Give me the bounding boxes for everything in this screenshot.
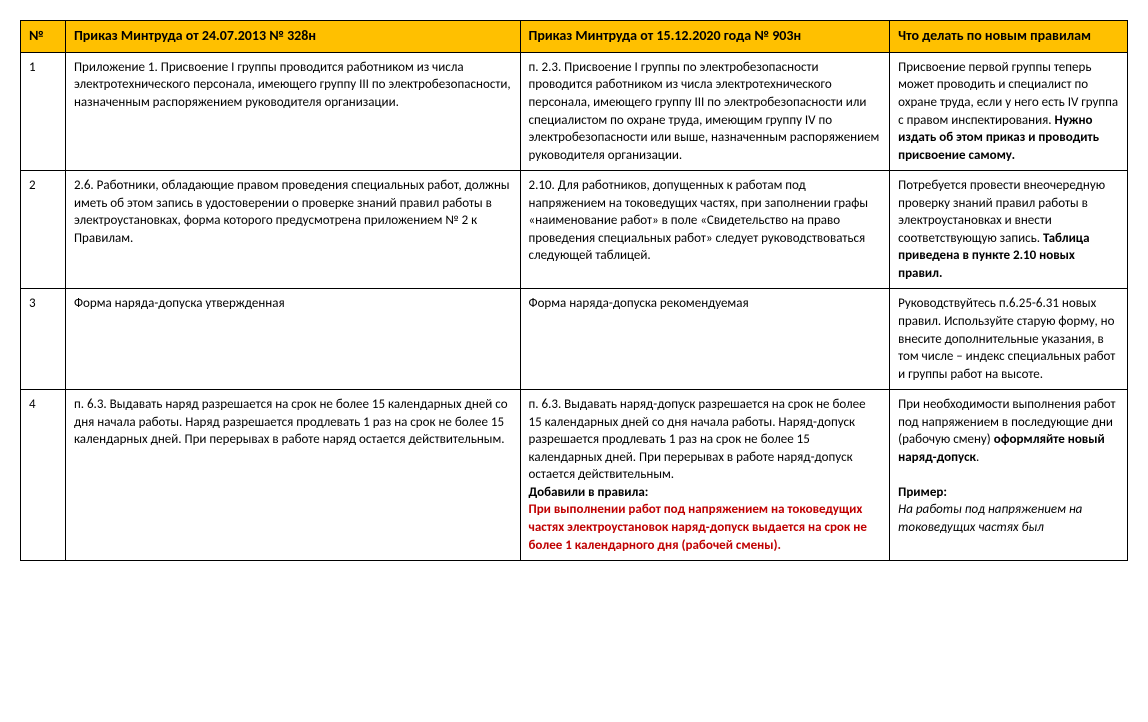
- text-segment: Руководствуйтесь п.6.25-6.31 новых прави…: [898, 296, 1115, 381]
- col-header-old: Приказ Минтруда от 24.07.2013 № 328н: [65, 21, 520, 53]
- col-header-action: Что делать по новым правилам: [890, 21, 1128, 53]
- cell-new: 2.10. Для работников, допущенных к работ…: [520, 171, 890, 289]
- cell-action: Руководствуйтесь п.6.25-6.31 новых прави…: [890, 289, 1128, 390]
- table-row: 1Приложение 1. Присвоение I группы прово…: [21, 52, 1128, 170]
- cell-new: Форма наряда-допуска рекомендуемая: [520, 289, 890, 390]
- text-segment: .: [976, 450, 979, 465]
- cell-action: При необходимости выполнения работ под н…: [890, 390, 1128, 561]
- text-segment: При выполнении работ под напряжением на …: [529, 502, 867, 552]
- cell-num: 4: [21, 390, 66, 561]
- table-row: 3Форма наряда-допуска утвержденнаяФорма …: [21, 289, 1128, 390]
- cell-old: 2.6. Работники, обладающие правом провед…: [65, 171, 520, 289]
- comparison-table: № Приказ Минтруда от 24.07.2013 № 328н П…: [20, 20, 1128, 561]
- cell-new: п. 2.3. Присвоение I группы по электробе…: [520, 52, 890, 170]
- cell-old: п. 6.3. Выдавать наряд разрешается на ср…: [65, 390, 520, 561]
- cell-new: п. 6.3. Выдавать наряд-допуск разрешаетс…: [520, 390, 890, 561]
- text-segment: Добавили в правила:: [529, 485, 649, 500]
- cell-num: 3: [21, 289, 66, 390]
- cell-action: Присвоение первой группы теперь может пр…: [890, 52, 1128, 170]
- col-header-num: №: [21, 21, 66, 53]
- table-header-row: № Приказ Минтруда от 24.07.2013 № 328н П…: [21, 21, 1128, 53]
- cell-action: Потребуется провести внеочередную провер…: [890, 171, 1128, 289]
- cell-num: 1: [21, 52, 66, 170]
- cell-num: 2: [21, 171, 66, 289]
- text-segment: п. 6.3. Выдавать наряд-допуск разрешаетс…: [529, 397, 866, 482]
- table-row: 22.6. Работники, обладающие правом прове…: [21, 171, 1128, 289]
- table-body: 1Приложение 1. Присвоение I группы прово…: [21, 52, 1128, 560]
- cell-old: Форма наряда-допуска утвержденная: [65, 289, 520, 390]
- cell-old: Приложение 1. Присвоение I группы провод…: [65, 52, 520, 170]
- text-segment: На работы под напряжением на токоведущих…: [898, 502, 1082, 535]
- text-segment: Пример:: [898, 485, 947, 500]
- col-header-new: Приказ Минтруда от 15.12.2020 года № 903…: [520, 21, 890, 53]
- table-row: 4п. 6.3. Выдавать наряд разрешается на с…: [21, 390, 1128, 561]
